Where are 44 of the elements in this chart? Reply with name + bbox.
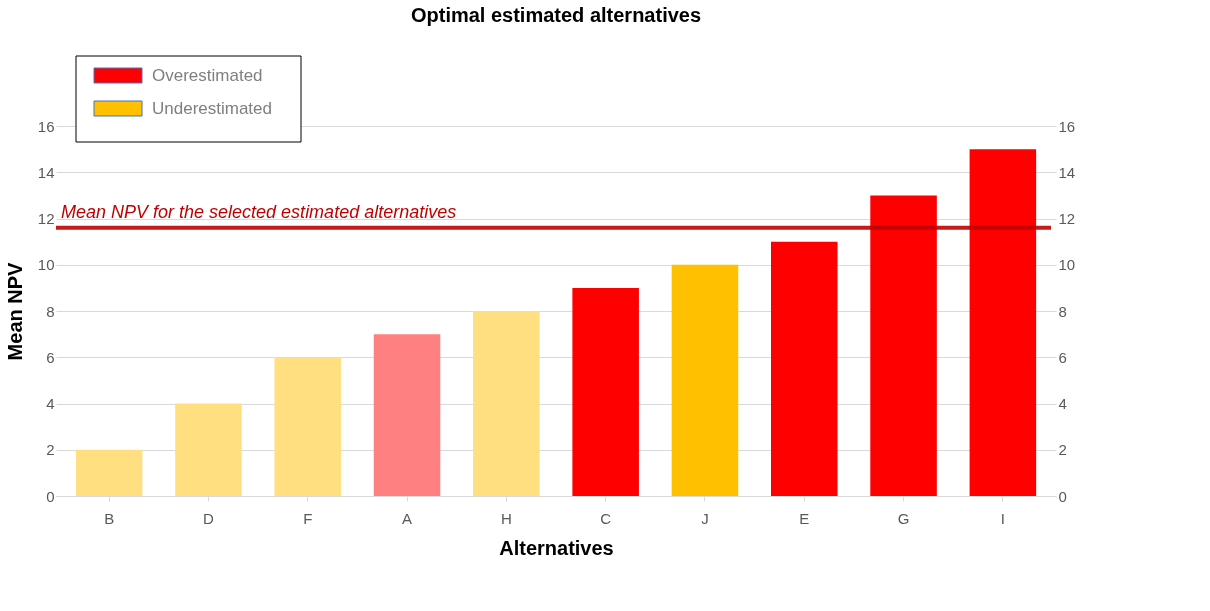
bar xyxy=(671,264,739,496)
y-tick-label: 6 xyxy=(46,348,55,366)
x-tick-label: A xyxy=(402,509,413,527)
y2-tick-label: 2 xyxy=(1058,441,1067,459)
x-tick-label: C xyxy=(600,509,612,527)
x-tick-label: H xyxy=(500,509,512,527)
y-tick-label: 14 xyxy=(37,163,55,181)
y2-tick-label: 10 xyxy=(1058,256,1076,274)
x-tick-label: J xyxy=(701,509,709,527)
y-tick-label: 8 xyxy=(46,302,55,320)
y-tick-label: 0 xyxy=(46,487,55,505)
bar xyxy=(75,449,143,496)
ref-line-label: Mean NPV for the selected estimated alternatives xyxy=(61,201,457,222)
y2-tick-label: 6 xyxy=(1058,348,1067,366)
x-tick-label: I xyxy=(1000,509,1005,527)
x-tick-label: B xyxy=(104,509,115,527)
legend-label: Underestimated xyxy=(152,99,273,118)
y-tick-label: 4 xyxy=(46,395,55,412)
x-axis-title: Alternatives xyxy=(499,536,614,559)
y2-tick-label: 0 xyxy=(1058,487,1067,505)
chart-title: Optimal estimated alternatives xyxy=(410,3,702,26)
y2-tick-label: 4 xyxy=(1058,395,1067,412)
y-tick-label: 2 xyxy=(46,441,55,459)
bar xyxy=(572,287,639,496)
y2-tick-label: 14 xyxy=(1058,163,1076,181)
bar xyxy=(274,357,341,496)
bar xyxy=(771,241,838,496)
x-tick-label: D xyxy=(203,509,215,527)
y-tick-label: 16 xyxy=(37,117,55,135)
y-tick-label: 10 xyxy=(37,256,55,274)
y2-tick-label: 12 xyxy=(1058,210,1076,227)
y2-tick-label: 8 xyxy=(1058,302,1067,320)
bar xyxy=(969,149,1037,496)
y-axis-title: Mean NPV xyxy=(3,261,26,361)
bar xyxy=(175,403,242,496)
bar xyxy=(473,311,540,496)
x-tick-label: F xyxy=(303,509,313,527)
bar xyxy=(373,334,441,496)
bar xyxy=(870,195,937,496)
y-tick-label: 12 xyxy=(37,210,55,227)
y2-tick-label: 16 xyxy=(1058,117,1076,135)
x-tick-label: G xyxy=(897,509,910,527)
legend-label: Overestimated xyxy=(152,66,263,85)
x-tick-label: E xyxy=(799,509,810,527)
